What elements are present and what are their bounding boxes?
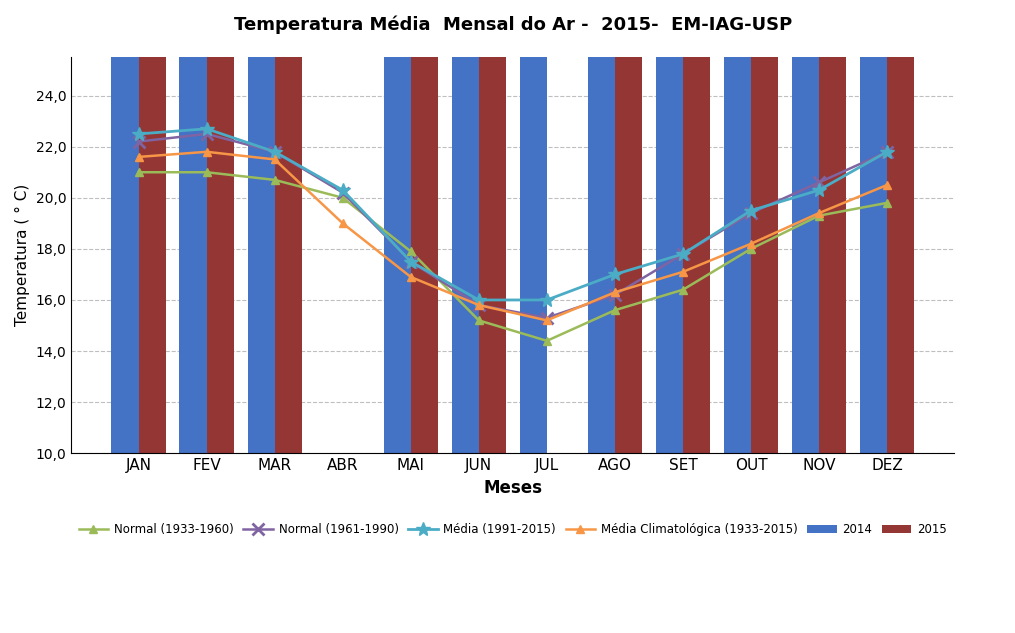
Média Climatológica (1933-2015) (745, 240, 757, 248)
Normal (1961-1990) (881, 148, 893, 156)
Bar (724, 0, 751, 453)
Title: Temperatura Média  Mensal do Ar -  2015-  EM-IAG-USP: Temperatura Média Mensal do Ar - 2015- E… (233, 15, 792, 34)
Normal (1961-1990) (473, 301, 485, 309)
Média (1991-2015) (745, 207, 757, 215)
Bar (887, 0, 915, 453)
Line: Média Climatológica (1933-2015): Média Climatológica (1933-2015) (135, 147, 891, 325)
Normal (1961-1990) (677, 250, 689, 258)
Bar (751, 0, 779, 453)
Bar (180, 0, 207, 453)
Bar (139, 0, 165, 453)
Bar (615, 0, 642, 453)
Bar (683, 0, 710, 453)
Bar (275, 0, 301, 453)
Média Climatológica (1933-2015) (813, 210, 825, 217)
Média Climatológica (1933-2015) (473, 301, 485, 309)
Normal (1933-1960) (405, 248, 417, 255)
Média (1991-2015) (677, 250, 689, 258)
Média (1991-2015) (881, 148, 893, 156)
Normal (1933-1960) (745, 245, 757, 253)
Normal (1933-1960) (473, 316, 485, 324)
Bar (588, 22, 615, 453)
Média Climatológica (1933-2015) (201, 148, 213, 156)
Normal (1933-1960) (133, 168, 145, 176)
Normal (1961-1990) (609, 291, 621, 299)
Bar (792, 0, 819, 453)
Normal (1933-1960) (269, 176, 281, 184)
Média Climatológica (1933-2015) (405, 273, 417, 281)
Média (1991-2015) (269, 148, 281, 156)
Bar (656, 0, 683, 453)
Normal (1961-1990) (337, 189, 349, 196)
Média (1991-2015) (813, 186, 825, 194)
Normal (1961-1990) (813, 179, 825, 186)
Média Climatológica (1933-2015) (269, 156, 281, 163)
Média Climatológica (1933-2015) (677, 268, 689, 275)
Normal (1961-1990) (133, 138, 145, 146)
Bar (384, 9, 411, 453)
Normal (1961-1990) (745, 210, 757, 217)
Y-axis label: Temperatura ( ° C): Temperatura ( ° C) (15, 184, 30, 327)
Normal (1961-1990) (541, 314, 553, 322)
Média Climatológica (1933-2015) (609, 289, 621, 296)
Bar (248, 0, 275, 453)
Média (1991-2015) (541, 296, 553, 304)
Média (1991-2015) (609, 271, 621, 279)
Normal (1961-1990) (201, 130, 213, 138)
Bar (112, 0, 139, 453)
Normal (1961-1990) (405, 258, 417, 265)
Normal (1933-1960) (677, 286, 689, 294)
Legend: Normal (1933-1960), Normal (1961-1990), Média (1991-2015), Média Climatológica (: Normal (1933-1960), Normal (1961-1990), … (74, 518, 952, 541)
Line: Normal (1933-1960): Normal (1933-1960) (135, 168, 891, 345)
Line: Média (1991-2015): Média (1991-2015) (132, 122, 894, 307)
Média (1991-2015) (405, 258, 417, 265)
Line: Normal (1961-1990): Normal (1961-1990) (133, 128, 892, 323)
Bar (207, 0, 233, 453)
Bar (860, 0, 887, 453)
X-axis label: Meses: Meses (483, 479, 542, 497)
Média Climatológica (1933-2015) (541, 316, 553, 324)
Média (1991-2015) (201, 125, 213, 132)
Bar (819, 0, 847, 453)
Média Climatológica (1933-2015) (133, 153, 145, 161)
Normal (1933-1960) (813, 212, 825, 220)
Média Climatológica (1933-2015) (337, 220, 349, 227)
Bar (479, 16, 506, 453)
Normal (1933-1960) (881, 199, 893, 207)
Média Climatológica (1933-2015) (881, 181, 893, 189)
Média (1991-2015) (473, 296, 485, 304)
Bar (452, 9, 479, 453)
Normal (1933-1960) (609, 306, 621, 314)
Média (1991-2015) (133, 130, 145, 138)
Normal (1933-1960) (541, 337, 553, 344)
Bar (411, 0, 438, 453)
Normal (1933-1960) (201, 168, 213, 176)
Média (1991-2015) (337, 186, 349, 194)
Normal (1933-1960) (337, 194, 349, 201)
Normal (1961-1990) (269, 148, 281, 156)
Bar (520, 16, 547, 453)
